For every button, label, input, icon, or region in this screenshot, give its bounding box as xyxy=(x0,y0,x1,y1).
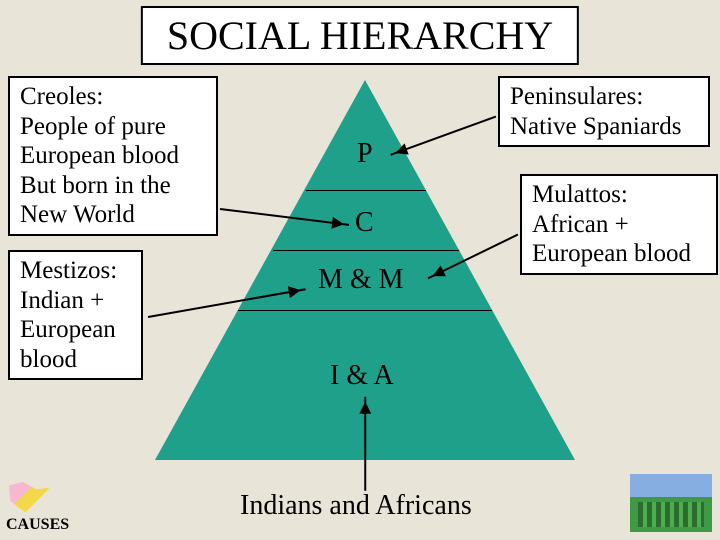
arrow-caption-to-ia xyxy=(364,397,366,491)
bottom-caption: Indians and Africans xyxy=(240,490,472,522)
field-image xyxy=(630,474,712,532)
diagram-title: SOCIAL HIERARCHY xyxy=(141,6,579,65)
peninsulares-box: Peninsulares: Native Spaniards xyxy=(498,76,710,147)
stratum-line-3 xyxy=(238,310,492,311)
mestizos-box: Mestizos: Indian + European blood xyxy=(8,250,143,380)
tier-label-c: C xyxy=(355,207,374,239)
causes-nav[interactable]: CAUSES xyxy=(6,480,69,534)
causes-label: CAUSES xyxy=(6,516,69,533)
stratum-line-1 xyxy=(306,190,426,191)
tier-label-p: P xyxy=(357,138,373,170)
map-icon xyxy=(6,480,62,518)
stratum-line-2 xyxy=(273,250,459,251)
creoles-box: Creoles: People of pure European blood B… xyxy=(8,76,218,236)
tier-label-mm: M & M xyxy=(318,264,404,296)
mulattos-box: Mulattos: African + European blood xyxy=(520,174,718,275)
tier-label-ia: I & A xyxy=(330,360,394,392)
